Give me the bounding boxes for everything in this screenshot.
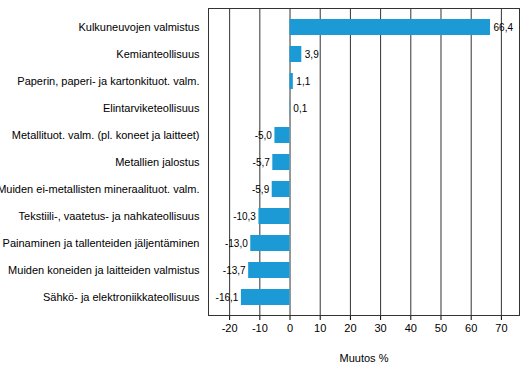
svg-text:-13,0: -13,0 (225, 238, 248, 249)
svg-text:1,1: 1,1 (296, 76, 310, 87)
svg-text:50: 50 (435, 322, 447, 334)
svg-text:Muiden ei-metallisten mineraal: Muiden ei-metallisten mineraalituot. val… (0, 183, 200, 195)
svg-text:0,1: 0,1 (293, 103, 307, 114)
svg-text:-20: -20 (222, 322, 238, 334)
svg-text:20: 20 (344, 322, 356, 334)
svg-text:60: 60 (465, 322, 477, 334)
svg-text:-10: -10 (252, 322, 268, 334)
svg-text:-5,9: -5,9 (252, 184, 270, 195)
svg-text:Metallien jalostus: Metallien jalostus (115, 156, 200, 168)
svg-text:-16,1: -16,1 (216, 292, 239, 303)
svg-text:3,9: 3,9 (305, 49, 319, 60)
svg-text:Elintarviketeollisuus: Elintarviketeollisuus (103, 102, 200, 114)
svg-text:66,4: 66,4 (494, 22, 514, 33)
svg-text:-13,7: -13,7 (223, 265, 246, 276)
svg-text:70: 70 (495, 322, 507, 334)
svg-text:0: 0 (287, 322, 293, 334)
svg-text:Paperin, paperi- ja kartonkitu: Paperin, paperi- ja kartonkituot. valm. (17, 75, 199, 87)
svg-text:Metallituot. valm. (pl. koneet: Metallituot. valm. (pl. koneet ja laitte… (12, 129, 200, 141)
svg-text:Painaminen ja tallenteiden jäl: Painaminen ja tallenteiden jäljentäminen (3, 237, 200, 249)
svg-text:10: 10 (314, 322, 326, 334)
svg-text:-10,3: -10,3 (233, 211, 256, 222)
svg-text:-5,0: -5,0 (255, 130, 273, 141)
svg-text:Kulkuneuvojen valmistus: Kulkuneuvojen valmistus (78, 21, 200, 33)
svg-text:Sähkö- ja elektroniikkateollis: Sähkö- ja elektroniikkateollisuus (43, 291, 200, 303)
svg-text:Muutos %: Muutos % (340, 352, 389, 364)
svg-text:40: 40 (405, 322, 417, 334)
svg-text:Muiden koneiden ja laitteiden: Muiden koneiden ja laitteiden valmistus (8, 264, 200, 276)
svg-text:30: 30 (374, 322, 386, 334)
svg-text:Tekstiili-, vaatetus- ja nahka: Tekstiili-, vaatetus- ja nahkateollisuus (19, 210, 200, 222)
svg-text:Kemianteollisuus: Kemianteollisuus (116, 48, 200, 60)
svg-text:-5,7: -5,7 (253, 157, 271, 168)
